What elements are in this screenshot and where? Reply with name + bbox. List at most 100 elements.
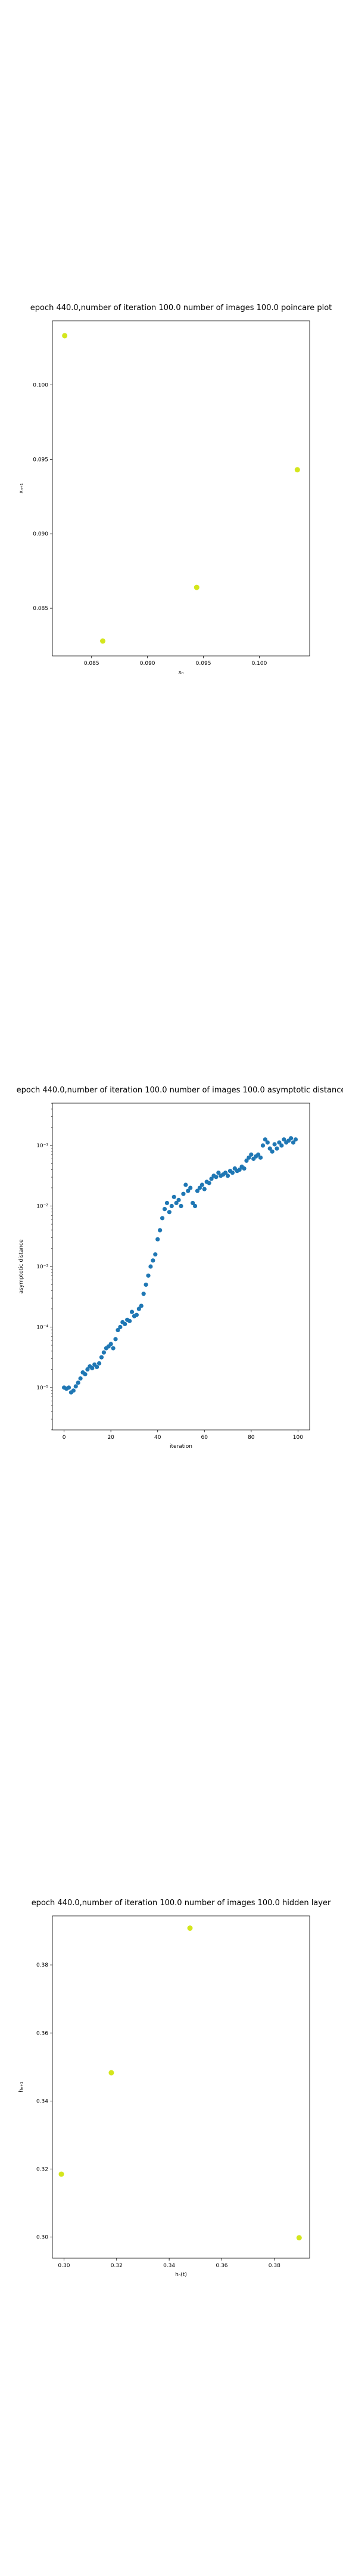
y-tick-label: 10⁻⁴	[36, 1324, 48, 1330]
data-point	[288, 1136, 294, 1141]
x-tick-label: 20	[107, 1435, 114, 1441]
data-point	[230, 1171, 235, 1175]
data-point	[244, 1158, 249, 1163]
data-point	[83, 1372, 88, 1377]
data-point	[172, 1194, 176, 1199]
data-point	[194, 584, 199, 590]
data-point	[256, 1152, 261, 1157]
x-tick-label: 0.100	[252, 661, 267, 667]
data-point	[279, 1143, 284, 1148]
data-point	[293, 1137, 298, 1142]
data-point	[139, 1304, 144, 1308]
poincare-plot: epoch 440.0,number of iteration 100.0 nu…	[18, 304, 332, 676]
data-point	[282, 1137, 286, 1142]
data-point	[242, 1166, 247, 1171]
data-point	[167, 1210, 172, 1215]
data-point	[111, 1346, 116, 1351]
data-point	[191, 1200, 195, 1206]
data-point	[101, 1350, 106, 1355]
data-point	[164, 1200, 170, 1206]
data-point	[216, 1171, 221, 1175]
y-tick-label: 10⁻⁵	[36, 1385, 48, 1391]
y-axis-label: asymptotic distance	[18, 1239, 24, 1293]
x-tick-label: 40	[154, 1435, 161, 1441]
y-tick-label: 0.32	[36, 2167, 48, 2173]
data-point	[85, 1367, 90, 1372]
data-point	[108, 1342, 113, 1346]
x-tick-label: 0.090	[140, 661, 155, 667]
data-point	[223, 1171, 228, 1175]
data-point	[202, 1187, 207, 1191]
y-tick-label: 0.095	[33, 457, 48, 463]
data-point	[249, 1152, 254, 1157]
x-tick-label: 60	[201, 1435, 208, 1441]
data-point	[294, 467, 300, 473]
data-point	[277, 1140, 282, 1145]
data-point	[209, 1176, 214, 1181]
data-point	[78, 1376, 83, 1381]
data-point	[158, 1228, 163, 1233]
data-point	[275, 1146, 279, 1151]
x-axis-label: hₙ(t)	[175, 2272, 187, 2278]
plot-frame	[52, 320, 310, 657]
x-tick-label: 0.085	[84, 661, 99, 667]
data-point	[123, 1321, 127, 1327]
y-tick-label: 10⁻³	[36, 1264, 48, 1270]
x-tick-label: 80	[248, 1435, 255, 1441]
data-point	[153, 1252, 158, 1257]
y-tick-label: 0.30	[36, 2235, 48, 2241]
data-point	[96, 1361, 102, 1366]
y-tick-label: 0.090	[33, 531, 48, 537]
data-point	[267, 1146, 272, 1151]
data-point	[108, 2070, 114, 2076]
y-axis-label: hₙ₊₁	[18, 2082, 24, 2092]
data-point	[270, 1149, 275, 1154]
data-point	[188, 1185, 193, 1190]
chart-title: epoch 440.0,number of iteration 100.0 nu…	[32, 1899, 331, 1908]
x-tick-label: 0.36	[216, 2263, 227, 2269]
y-tick-label: 0.34	[36, 2098, 48, 2104]
data-point	[71, 1388, 76, 1393]
y-tick-label: 0.38	[36, 1962, 48, 1968]
data-point	[272, 1142, 277, 1147]
y-axis-label: xₙ₊₁	[18, 483, 24, 494]
data-point	[146, 1273, 151, 1278]
data-point	[100, 638, 106, 644]
hidden-layer-plot: epoch 440.0,number of iteration 100.0 nu…	[18, 1899, 331, 2278]
data-point	[58, 2171, 64, 2177]
y-tick-label: 10⁻²	[36, 1204, 48, 1210]
data-point	[113, 1337, 118, 1342]
data-point	[187, 1925, 193, 1931]
data-point	[169, 1203, 174, 1209]
data-point	[225, 1174, 230, 1178]
data-point	[186, 1188, 191, 1193]
y-tick-label: 0.100	[33, 382, 48, 388]
x-tick-label: 0.34	[163, 2263, 175, 2269]
data-point	[296, 2235, 302, 2241]
data-point	[181, 1191, 186, 1196]
data-point	[62, 333, 68, 339]
data-point	[129, 1309, 135, 1314]
data-point	[151, 1258, 155, 1263]
y-tick-label: 0.36	[36, 2030, 48, 2036]
y-tick-label: 10⁻¹	[36, 1143, 48, 1149]
x-axis-label: iteration	[170, 1444, 192, 1450]
data-point	[183, 1182, 188, 1187]
x-tick-label: 100	[293, 1435, 303, 1441]
x-tick-label: 0.38	[269, 2263, 280, 2269]
chart-title: epoch 440.0,number of iteration 100.0 nu…	[30, 304, 332, 312]
data-point	[192, 1203, 198, 1209]
data-point	[260, 1143, 266, 1148]
data-point	[263, 1137, 267, 1142]
data-point	[247, 1155, 251, 1160]
data-point	[155, 1237, 160, 1241]
data-point	[199, 1182, 204, 1187]
data-point	[73, 1384, 78, 1389]
data-point	[99, 1355, 104, 1360]
asymptotic-distance-plot: epoch 440.0,number of iteration 100.0 nu…	[17, 1086, 343, 1450]
data-point	[207, 1181, 211, 1185]
data-point	[141, 1292, 146, 1296]
x-tick-label: 0	[63, 1435, 66, 1441]
data-point	[90, 1366, 95, 1371]
data-point	[214, 1175, 219, 1179]
